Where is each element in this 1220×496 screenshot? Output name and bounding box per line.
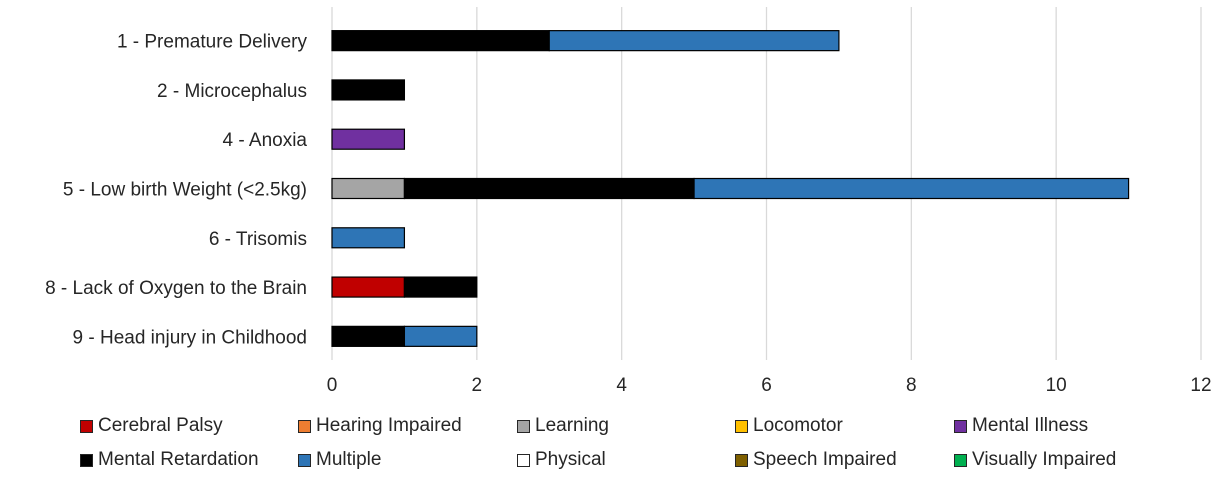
bar-multiple-6-trisomis [331, 227, 406, 249]
bar-multiple-5-low-birth-weight-2-5kg [693, 177, 1130, 200]
bar-mental-retardation-2-microcephalus [331, 79, 406, 101]
x-tick-label: 8 [906, 375, 917, 396]
bar-mental-retardation-5-low-birth-weight-2-5kg [403, 177, 695, 200]
x-tick-label: 10 [1046, 375, 1067, 396]
x-tick-label: 4 [616, 375, 627, 396]
category-label: 1 - Premature Delivery [117, 32, 308, 53]
bar-mental-retardation-9-head-injury-in-childhood [331, 325, 406, 347]
bar-multiple-1-premature-delivery [548, 30, 840, 52]
x-tick-label: 2 [472, 375, 483, 396]
bar-cerebral-palsy-8-lack-of-oxygen-to-the-brain [331, 276, 406, 298]
category-label: 6 - Trisomis [209, 229, 307, 250]
category-label: 2 - Microcephalus [157, 81, 307, 102]
bar-mental-retardation-1-premature-delivery [331, 30, 550, 52]
x-tick-label: 12 [1190, 375, 1211, 396]
category-label: 4 - Anoxia [223, 130, 308, 151]
category-label: 9 - Head injury in Childhood [73, 327, 307, 348]
bar-mental-retardation-8-lack-of-oxygen-to-the-brain [403, 276, 478, 298]
bar-learning-5-low-birth-weight-2-5kg [331, 177, 406, 200]
x-tick-label: 6 [761, 375, 772, 396]
category-label: 8 - Lack of Oxygen to the Brain [45, 278, 307, 299]
x-tick-label: 0 [327, 375, 338, 396]
bar-multiple-9-head-injury-in-childhood [403, 325, 478, 347]
category-label: 5 - Low birth Weight (<2.5kg) [63, 180, 307, 201]
bar-mental-illness-4-anoxia [331, 128, 406, 150]
